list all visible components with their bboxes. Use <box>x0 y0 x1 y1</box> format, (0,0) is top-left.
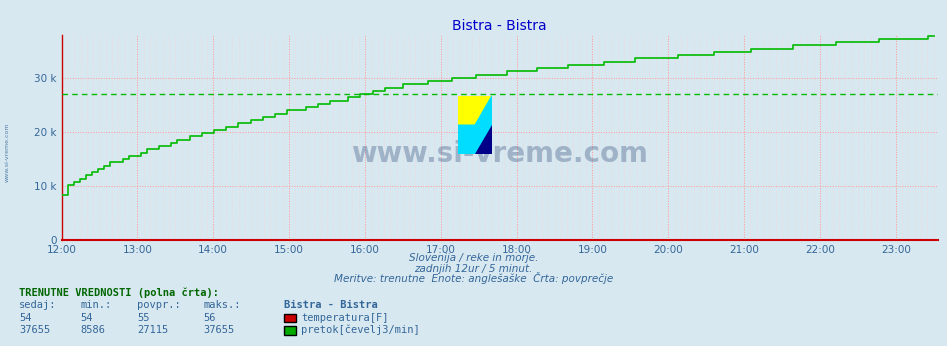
Text: sedaj:: sedaj: <box>19 300 57 310</box>
Text: www.si-vreme.com: www.si-vreme.com <box>351 140 648 168</box>
Text: 54: 54 <box>80 313 93 323</box>
Text: pretok[čevelj3/min]: pretok[čevelj3/min] <box>301 324 420 335</box>
Text: 55: 55 <box>137 313 150 323</box>
Title: Bistra - Bistra: Bistra - Bistra <box>453 19 546 34</box>
Text: Slovenija / reke in morje.: Slovenija / reke in morje. <box>409 253 538 263</box>
Text: 37655: 37655 <box>204 325 235 335</box>
Text: min.:: min.: <box>80 300 112 310</box>
Polygon shape <box>458 97 491 154</box>
Text: 56: 56 <box>204 313 216 323</box>
Text: Bistra - Bistra: Bistra - Bistra <box>284 300 378 310</box>
Text: TRENUTNE VREDNOSTI (polna črta):: TRENUTNE VREDNOSTI (polna črta): <box>19 287 219 298</box>
Text: maks.:: maks.: <box>204 300 241 310</box>
Text: zadnjih 12ur / 5 minut.: zadnjih 12ur / 5 minut. <box>415 264 532 274</box>
Text: 8586: 8586 <box>80 325 105 335</box>
Text: 37655: 37655 <box>19 325 50 335</box>
Text: www.si-vreme.com: www.si-vreme.com <box>5 122 10 182</box>
Polygon shape <box>475 125 491 154</box>
Polygon shape <box>458 97 491 125</box>
Text: 54: 54 <box>19 313 31 323</box>
Text: temperatura[F]: temperatura[F] <box>301 313 388 323</box>
Text: povpr.:: povpr.: <box>137 300 181 310</box>
Text: Meritve: trenutne  Enote: anglešaške  Črta: povprečje: Meritve: trenutne Enote: anglešaške Črta… <box>334 272 613 284</box>
Text: 27115: 27115 <box>137 325 169 335</box>
